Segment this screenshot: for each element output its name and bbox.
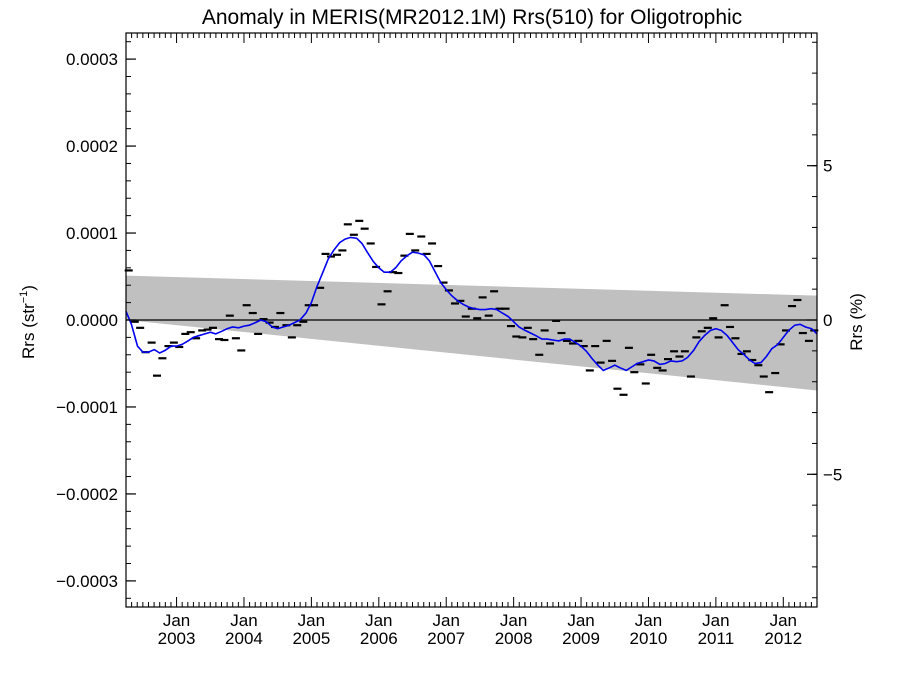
smoothed-anomaly-line	[125, 236, 818, 372]
y-left-tick-label: −0.0003	[56, 572, 118, 591]
y-left-tick-label: 0.0002	[66, 137, 118, 156]
y-right-tick-label: 5	[823, 157, 832, 176]
x-tick-label-year: 2010	[630, 629, 668, 648]
x-tick-label-year: 2009	[562, 629, 600, 648]
x-tick-label-year: 2011	[698, 629, 735, 648]
y-left-tick-label: 0.0000	[66, 311, 118, 330]
x-tick-label-year: 2005	[292, 629, 330, 648]
x-tick-label-year: 2003	[158, 629, 196, 648]
x-tick-label-year: 2006	[360, 629, 398, 648]
y-left-tick-label: 0.0003	[66, 50, 118, 69]
y-right-tick-label: −5	[823, 465, 842, 484]
x-tick-label-year: 2008	[495, 629, 533, 648]
y-left-tick-label: −0.0001	[56, 398, 118, 417]
x-tick-label-month: Jan	[298, 611, 325, 630]
x-tick-label-month: Jan	[567, 611, 594, 630]
x-tick-label-month: Jan	[635, 611, 662, 630]
x-tick-label-month: Jan	[163, 611, 190, 630]
x-tick-label-month: Jan	[230, 611, 257, 630]
x-tick-label-month: Jan	[365, 611, 392, 630]
x-tick-label-month: Jan	[702, 611, 729, 630]
chart-title: Anomaly in MERIS(MR2012.1M) Rrs(510) for…	[202, 6, 742, 29]
x-tick-label-year: 2004	[225, 629, 263, 648]
x-tick-label-year: 2012	[764, 629, 802, 648]
smoothed-series-line	[125, 236, 818, 372]
y-axis-left-label-sup: −1	[18, 291, 30, 304]
uncertainty-band	[126, 275, 817, 391]
x-tick-label-month: Jan	[500, 611, 527, 630]
x-tick-label-month: Jan	[433, 611, 460, 630]
x-tick-label-month: Jan	[770, 611, 797, 630]
x-tick-label-year: 2007	[427, 629, 465, 648]
y-axis-left-label-close: )	[19, 285, 38, 291]
y-axis-left-label: Rrs (str−1)	[18, 285, 38, 359]
y-right-tick-label: 0	[823, 311, 832, 330]
y-left-tick-label: −0.0002	[56, 485, 118, 504]
y-axis-right-label: Rrs (%)	[847, 293, 866, 351]
y-left-tick-label: 0.0001	[66, 224, 118, 243]
band-area	[126, 275, 817, 391]
y-axis-left-label-base: Rrs (str	[19, 303, 38, 359]
axes: 0.0003 0.0002 0.0001 0.0000 −0.0001 −0.0002 −0…	[56, 32, 842, 648]
